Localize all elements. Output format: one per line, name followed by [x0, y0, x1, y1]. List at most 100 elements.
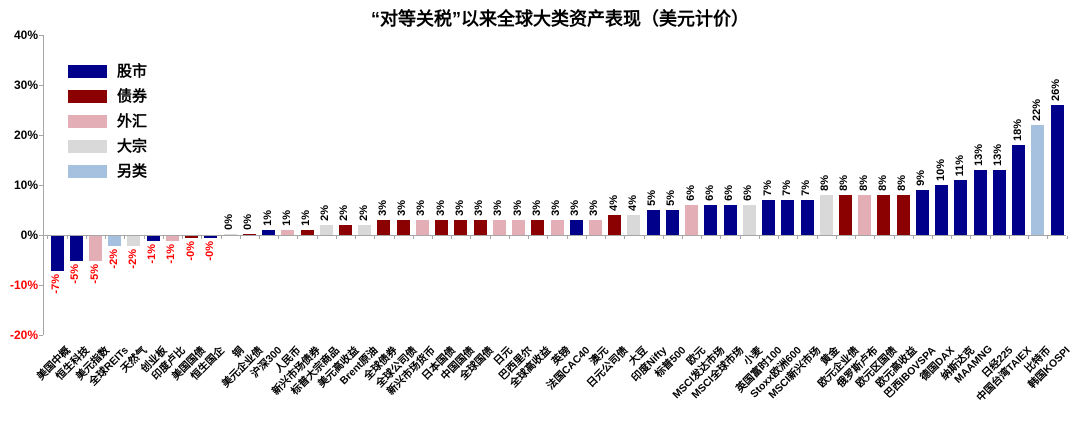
- bar: [646, 210, 660, 235]
- bar-value-label: 3%: [492, 200, 505, 216]
- bar-value-label: 3%: [434, 200, 447, 216]
- x-tick: [1028, 236, 1030, 239]
- legend-item: 债券: [68, 89, 147, 104]
- bar: [896, 195, 910, 235]
- y-tick: [39, 285, 43, 286]
- x-tick: [624, 236, 626, 239]
- x-tick: [758, 236, 760, 239]
- x-tick: [143, 236, 145, 239]
- bar-value-label: -2%: [126, 249, 139, 269]
- x-tick: [643, 236, 645, 239]
- x-tick: [258, 236, 260, 239]
- x-tick: [970, 236, 972, 239]
- x-tick: [662, 236, 664, 239]
- x-tick: [739, 236, 741, 239]
- bar: [415, 220, 429, 235]
- bar-value-label: 13%: [973, 143, 985, 166]
- x-tick: [585, 236, 587, 239]
- y-axis-label: -10%: [9, 278, 38, 292]
- bar-value-label: 3%: [530, 200, 543, 216]
- x-tick: [1047, 236, 1049, 239]
- bar-value-label: 3%: [588, 200, 601, 216]
- bar-value-label: 7%: [800, 180, 812, 196]
- bar-value-label: 5%: [665, 190, 678, 206]
- y-axis-label: 10%: [13, 178, 38, 192]
- bar-value-label: 3%: [473, 200, 486, 216]
- bar-value-label: 4%: [607, 195, 620, 211]
- bar: [89, 236, 102, 261]
- x-tick: [297, 236, 299, 239]
- bar: [146, 236, 160, 241]
- legend-item: 大宗: [68, 139, 147, 154]
- bar: [954, 180, 968, 235]
- bar-value-label: -1%: [146, 244, 159, 264]
- bar-value-label: 6%: [703, 185, 716, 201]
- bar: [1050, 105, 1064, 235]
- bar: [492, 220, 506, 235]
- bar: [223, 233, 237, 235]
- bar-value-label: 6%: [684, 185, 697, 201]
- bar-value-label: 0%: [223, 213, 236, 230]
- bar-value-label: 3%: [415, 200, 428, 216]
- bar-value-label: 8%: [896, 175, 909, 191]
- bar: [435, 220, 449, 235]
- bar-value-label: 3%: [453, 200, 466, 216]
- bar: [1012, 145, 1025, 235]
- bar: [569, 220, 583, 235]
- bar: [165, 236, 179, 241]
- legend-label: 外汇: [117, 113, 148, 130]
- x-tick: [528, 236, 530, 239]
- x-tick: [989, 236, 991, 239]
- bar-value-label: -7%: [50, 274, 62, 294]
- x-tick: [412, 236, 414, 239]
- legend-swatch-stock: [68, 65, 107, 78]
- x-tick: [105, 236, 107, 239]
- x-tick: [220, 236, 222, 239]
- x-tick: [682, 236, 683, 239]
- x-tick: [855, 236, 856, 239]
- bar: [531, 220, 545, 235]
- x-tick: [1008, 236, 1010, 239]
- y-tick: [39, 235, 43, 236]
- x-tick: [816, 236, 818, 239]
- bar: [858, 195, 872, 235]
- legend-swatch-bond: [68, 90, 107, 103]
- bar-value-label: -5%: [69, 264, 82, 284]
- y-tick: [39, 185, 43, 186]
- bar: [838, 195, 852, 235]
- bar: [800, 200, 814, 235]
- y-axis-label: 0%: [20, 228, 38, 242]
- bar-value-label: 11%: [953, 154, 966, 176]
- bar: [242, 233, 256, 235]
- bar: [281, 230, 295, 235]
- bar: [108, 236, 122, 246]
- bar: [262, 230, 275, 235]
- x-tick: [239, 236, 241, 239]
- bar-value-label: 3%: [569, 200, 582, 216]
- bar: [685, 205, 699, 235]
- legend-label: 另类: [117, 163, 148, 180]
- bar: [50, 236, 64, 271]
- x-tick: [278, 236, 280, 239]
- bar-value-label: 3%: [511, 200, 524, 216]
- bar: [723, 205, 737, 235]
- bar: [185, 236, 199, 238]
- bar: [819, 195, 833, 235]
- bar: [454, 220, 468, 235]
- x-tick: [451, 236, 453, 239]
- bar: [300, 230, 314, 235]
- bar-value-label: 1%: [300, 210, 312, 226]
- y-tick: [39, 135, 43, 136]
- y-axis-label: -20%: [9, 328, 38, 342]
- bar: [319, 225, 333, 235]
- bar: [127, 236, 141, 246]
- bar-value-label: -0%: [184, 240, 197, 261]
- bar: [608, 215, 622, 235]
- bar-value-label: 2%: [319, 205, 332, 221]
- x-tick: [432, 236, 433, 239]
- legend-item: 外汇: [68, 114, 147, 129]
- x-tick: [835, 236, 837, 239]
- x-tick: [316, 236, 318, 239]
- legend-swatch-commodity: [68, 140, 107, 153]
